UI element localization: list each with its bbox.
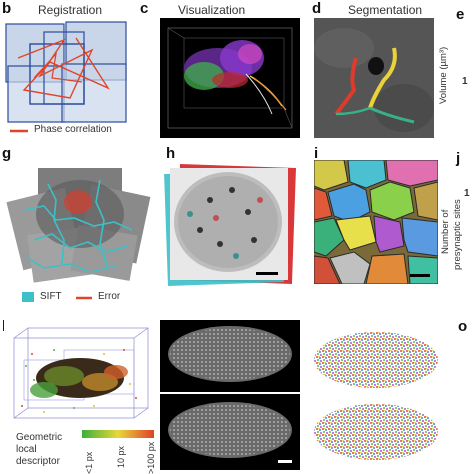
- segmented-cells-image: [314, 160, 438, 284]
- panel-letter-b: b: [2, 0, 12, 17]
- panel-letter-i: i: [314, 145, 319, 162]
- segmentation-neurons: [314, 18, 434, 138]
- segmentation-image: [314, 18, 434, 138]
- point-cloud-graphic: [13, 327, 149, 419]
- registration-diagram: [4, 18, 132, 130]
- embryo-grayscale-image: [160, 320, 300, 470]
- error-legend-swatch: [76, 296, 92, 300]
- panel-letter-e: e: [456, 6, 465, 23]
- visualization-3d-render: [167, 27, 293, 129]
- legend-error: Error: [98, 291, 121, 302]
- panel-e-tick: 1: [462, 76, 468, 87]
- panel-letter-j: j: [456, 150, 461, 167]
- visualization-image: [160, 18, 300, 138]
- sift-mosaic-graphic: [6, 168, 151, 283]
- panel-title-segmentation: Segmentation: [348, 3, 423, 17]
- panel-title-registration: Registration: [38, 3, 103, 17]
- descriptor-tick-mid: 10 px: [116, 445, 126, 468]
- descriptor-label-line3: descriptor: [16, 456, 60, 467]
- panel-e-ylabel: Volume (µm³): [438, 46, 449, 104]
- embryo-colored-points-graphic: [314, 332, 438, 460]
- panel-title-visualization: Visualization: [178, 3, 246, 17]
- segmented-cells-graphic: [314, 160, 438, 284]
- panel-j-ylabel-line2: presynaptic sites: [452, 199, 463, 270]
- sift-legend-swatch: [22, 292, 34, 302]
- panel-letter-c: c: [140, 0, 149, 17]
- embryo-colored-points-image: [310, 320, 444, 470]
- panel-letter-d: d: [312, 0, 322, 17]
- descriptor-label-line2: local: [16, 444, 37, 455]
- descriptor-colorbar: [82, 430, 154, 438]
- overlay-registration-graphic: [164, 164, 296, 286]
- panel-letter-h: h: [166, 145, 176, 162]
- phase-correlation-legend-swatch: [10, 129, 28, 133]
- legend-phase-correlation: Phase correlation: [34, 124, 112, 135]
- panel-letter-g: g: [2, 145, 12, 162]
- overlay-registration-image: [160, 160, 300, 288]
- registration-tiles-graphic: [5, 21, 127, 123]
- descriptor-tick-high: >100 px: [146, 441, 156, 474]
- embryo-grayscale-graphic: [160, 320, 300, 470]
- point-cloud-image: [4, 320, 154, 432]
- descriptor-label-line1: Geometric: [16, 432, 63, 443]
- legend-sift: SIFT: [40, 291, 62, 302]
- panel-letter-o: o: [458, 318, 468, 335]
- sift-mosaic-image: [4, 160, 152, 288]
- panel-j-ylabel-line1: Number of: [440, 209, 451, 254]
- panel-j-tick: 1: [464, 188, 470, 199]
- descriptor-tick-low: <1 px: [84, 451, 94, 474]
